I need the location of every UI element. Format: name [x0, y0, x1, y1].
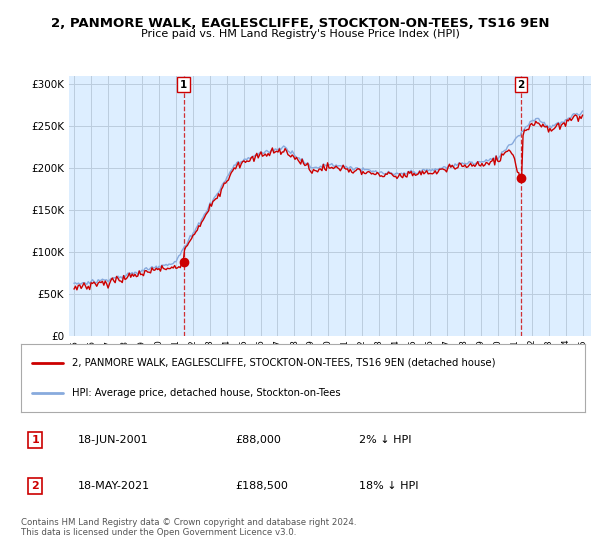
Text: 18% ↓ HPI: 18% ↓ HPI	[359, 480, 419, 491]
Text: 2: 2	[31, 480, 39, 491]
Text: 2, PANMORE WALK, EAGLESCLIFFE, STOCKTON-ON-TEES, TS16 9EN: 2, PANMORE WALK, EAGLESCLIFFE, STOCKTON-…	[51, 17, 549, 30]
Text: 18-MAY-2021: 18-MAY-2021	[77, 480, 149, 491]
Text: £188,500: £188,500	[235, 480, 288, 491]
Text: Price paid vs. HM Land Registry's House Price Index (HPI): Price paid vs. HM Land Registry's House …	[140, 29, 460, 39]
Text: £88,000: £88,000	[235, 435, 281, 445]
Text: HPI: Average price, detached house, Stockton-on-Tees: HPI: Average price, detached house, Stoc…	[72, 389, 340, 399]
Text: Contains HM Land Registry data © Crown copyright and database right 2024.
This d: Contains HM Land Registry data © Crown c…	[21, 518, 356, 538]
Text: 2, PANMORE WALK, EAGLESCLIFFE, STOCKTON-ON-TEES, TS16 9EN (detached house): 2, PANMORE WALK, EAGLESCLIFFE, STOCKTON-…	[72, 357, 495, 367]
Text: 1: 1	[180, 80, 187, 90]
Text: 2: 2	[518, 80, 525, 90]
Text: 2% ↓ HPI: 2% ↓ HPI	[359, 435, 412, 445]
Text: 18-JUN-2001: 18-JUN-2001	[77, 435, 148, 445]
Text: 1: 1	[31, 435, 39, 445]
